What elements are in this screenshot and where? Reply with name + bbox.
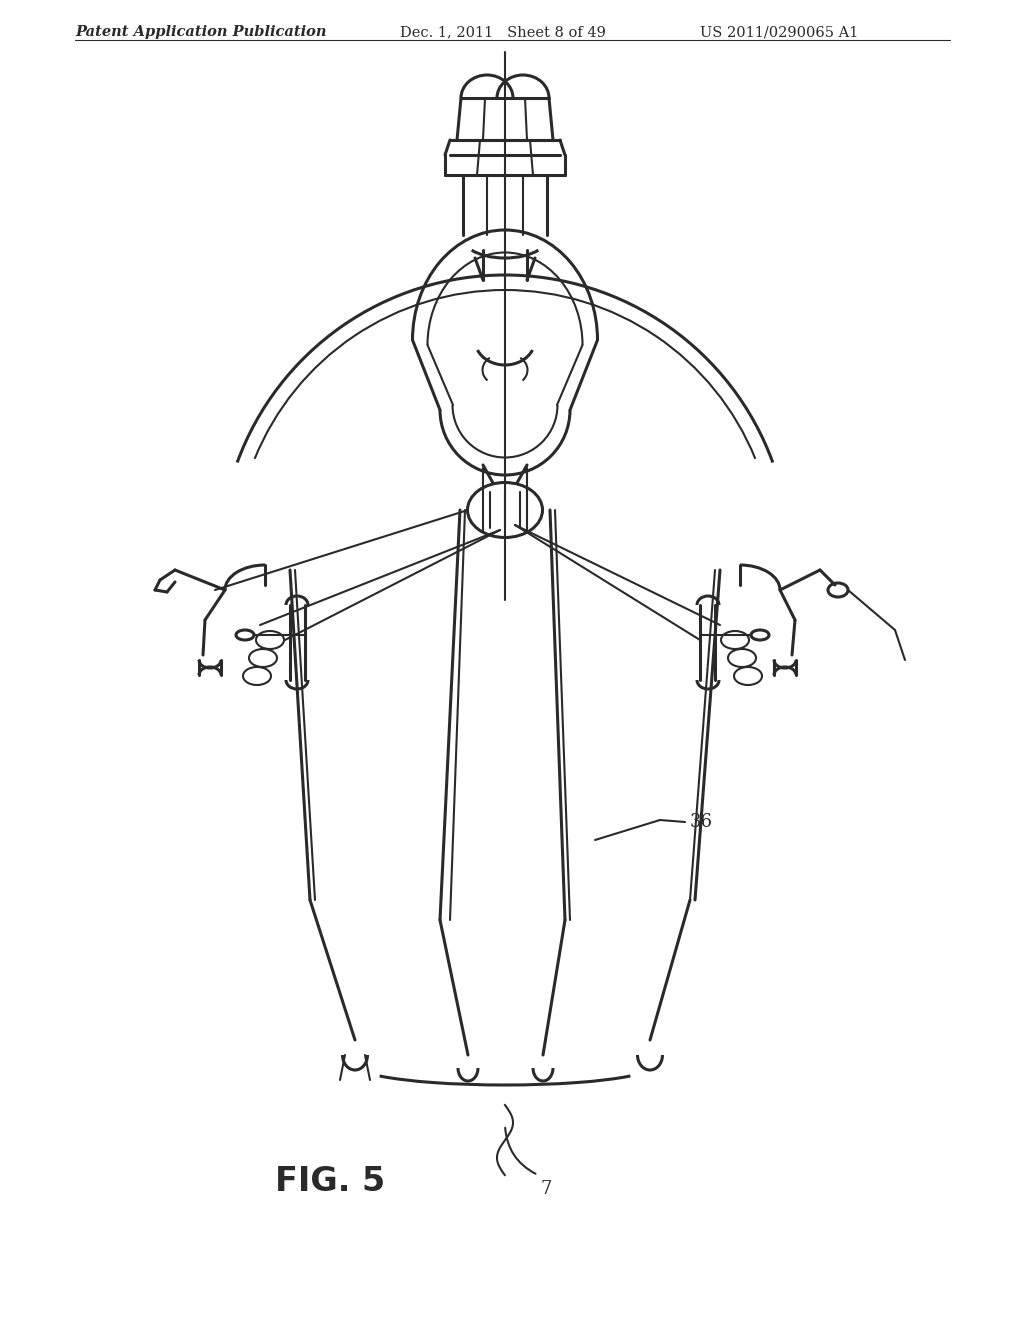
Text: Dec. 1, 2011   Sheet 8 of 49: Dec. 1, 2011 Sheet 8 of 49: [400, 25, 606, 40]
Ellipse shape: [734, 667, 762, 685]
Ellipse shape: [721, 631, 749, 649]
Text: 36: 36: [690, 813, 713, 832]
Ellipse shape: [243, 667, 271, 685]
Text: Patent Application Publication: Patent Application Publication: [75, 25, 327, 40]
Ellipse shape: [828, 583, 848, 597]
Ellipse shape: [236, 630, 254, 640]
Ellipse shape: [256, 631, 284, 649]
Ellipse shape: [751, 630, 769, 640]
Text: 7: 7: [540, 1180, 551, 1199]
Ellipse shape: [728, 649, 756, 667]
Text: US 2011/0290065 A1: US 2011/0290065 A1: [700, 25, 858, 40]
Ellipse shape: [249, 649, 278, 667]
Text: FIG. 5: FIG. 5: [274, 1166, 385, 1199]
Ellipse shape: [468, 483, 543, 537]
